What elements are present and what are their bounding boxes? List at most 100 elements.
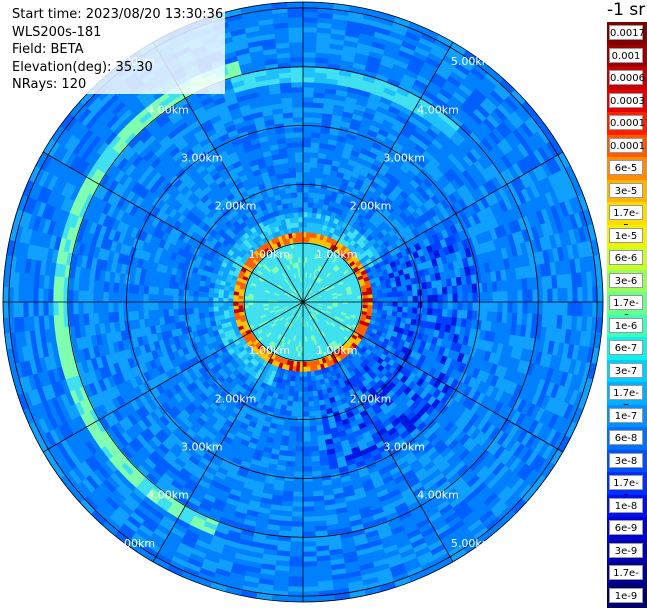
backscatter-cell — [294, 467, 303, 472]
backscatter-cell — [303, 82, 315, 87]
backscatter-cell — [303, 547, 316, 552]
backscatter-cell — [292, 406, 298, 411]
backscatter-cell — [310, 436, 318, 442]
backscatter-cell — [368, 298, 373, 302]
backscatter-cell — [388, 293, 393, 298]
backscatter-cell — [292, 402, 298, 407]
backscatter-cell — [293, 487, 303, 492]
backscatter-cell — [303, 47, 316, 52]
backscatter-cell — [303, 377, 307, 382]
backscatter-cell — [293, 392, 298, 397]
backscatter-cell — [310, 167, 317, 173]
backscatter-cell — [292, 502, 303, 507]
backscatter-cell — [303, 22, 318, 27]
backscatter-cell — [368, 295, 373, 299]
backscatter-cell — [308, 202, 314, 207]
backscatter-cell — [473, 293, 478, 302]
backscatter-cell — [553, 289, 558, 302]
backscatter-cell — [422, 289, 428, 296]
backscatter-cell — [308, 392, 313, 397]
backscatter-cell — [363, 299, 368, 302]
backscatter-cell — [290, 547, 303, 552]
backscatter-cell — [288, 436, 296, 442]
backscatter-cell — [303, 447, 311, 452]
backscatter-cell — [297, 407, 303, 412]
backscatter-cell — [303, 367, 307, 372]
backscatter-cell — [303, 177, 310, 182]
backscatter-cell — [310, 157, 318, 163]
backscatter-cell — [498, 302, 503, 313]
backscatter-cell — [289, 426, 296, 432]
backscatter-cell — [407, 308, 412, 314]
backscatter-cell — [303, 147, 311, 152]
backscatter-cell — [303, 87, 314, 92]
backscatter-cell — [573, 288, 578, 302]
backscatter-cell — [303, 577, 318, 582]
backscatter-cell — [503, 302, 508, 313]
backscatter-cell — [303, 587, 318, 592]
backscatter-cell — [448, 294, 453, 302]
backscatter-cell — [310, 426, 317, 432]
backscatter-cell — [303, 422, 310, 427]
backscatter-cell — [353, 299, 358, 302]
backscatter-cell — [568, 302, 573, 316]
backscatter-cell — [287, 597, 303, 602]
backscatter-cell — [578, 287, 583, 302]
backscatter-cell — [303, 72, 315, 77]
backscatter-cell — [383, 302, 388, 306]
backscatter-cell — [290, 421, 297, 427]
backscatter-cell — [303, 597, 319, 602]
backscatter-cell — [297, 422, 304, 427]
backscatter-cell — [303, 137, 312, 142]
backscatter-cell — [297, 412, 303, 417]
backscatter-cell — [303, 557, 317, 562]
backscatter-cell — [303, 352, 306, 357]
backscatter-cell — [373, 298, 378, 302]
backscatter-cell — [303, 387, 308, 392]
backscatter-cell — [453, 302, 458, 310]
backscatter-cell — [503, 291, 508, 302]
backscatter-cell — [299, 377, 303, 382]
backscatter-cell — [303, 562, 317, 567]
backscatter-cell — [303, 157, 311, 162]
backscatter-cell — [422, 308, 428, 315]
backscatter-cell — [548, 302, 553, 315]
backscatter-cell — [303, 512, 314, 517]
backscatter-cell — [458, 302, 463, 310]
backscatter-cell — [483, 292, 488, 302]
backscatter-cell — [303, 472, 312, 477]
backscatter-cell — [468, 302, 473, 311]
backscatter-cell — [488, 302, 493, 312]
backscatter-cell — [307, 372, 311, 377]
backscatter-cell — [303, 77, 315, 82]
backscatter-cell — [493, 302, 498, 312]
backscatter-cell — [296, 427, 303, 432]
backscatter-cell — [303, 362, 306, 367]
backscatter-cell — [303, 127, 312, 132]
backscatter-cell — [295, 447, 303, 452]
backscatter-cell — [398, 302, 403, 307]
backscatter-cell — [288, 577, 303, 582]
backscatter-cell — [303, 427, 310, 432]
backscatter-cell — [303, 452, 311, 457]
backscatter-cell — [303, 502, 314, 507]
backscatter-cell — [288, 587, 303, 592]
backscatter-cell — [303, 207, 308, 212]
backscatter-cell — [303, 432, 310, 437]
backscatter-cell — [558, 288, 563, 302]
backscatter-cell — [553, 302, 558, 315]
backscatter-cell — [289, 562, 303, 567]
backscatter-cell — [303, 507, 314, 512]
backscatter-cell — [294, 472, 303, 477]
backscatter-cell — [432, 309, 438, 316]
backscatter-cell — [568, 288, 573, 302]
backscatter-cell — [303, 582, 318, 587]
backscatter-cell — [311, 152, 319, 158]
backscatter-cell — [311, 381, 316, 387]
backscatter-cell — [303, 567, 317, 572]
backscatter-cell — [303, 27, 317, 32]
backscatter-cell — [303, 67, 315, 72]
backscatter-cell — [303, 12, 318, 17]
backscatter-cell — [294, 462, 303, 467]
backscatter-cell — [303, 192, 309, 197]
